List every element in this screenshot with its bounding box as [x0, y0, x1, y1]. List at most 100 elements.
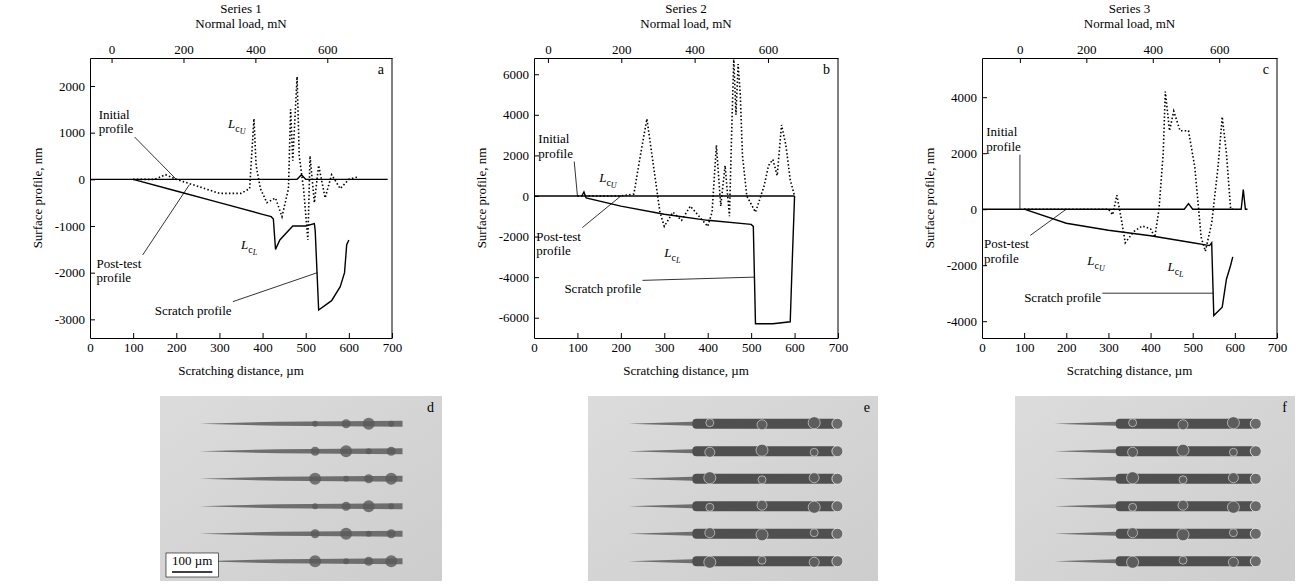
scratch-debris: [756, 444, 768, 456]
profile-line: [133, 77, 357, 240]
tick: 4000: [951, 90, 987, 105]
axis-line: [982, 59, 983, 339]
axis-line: [91, 58, 393, 59]
annotation-line: profile: [536, 243, 571, 258]
scratch-debris: [311, 447, 320, 456]
tick: 0: [545, 42, 552, 63]
scratch-debris: [1178, 500, 1188, 510]
scratch-debris: [1250, 528, 1261, 539]
annotation: LcU: [1086, 253, 1106, 273]
tick-mark: [708, 333, 709, 338]
tick-mark: [1193, 333, 1194, 338]
scale-bar: [172, 571, 212, 573]
scratch-debris: [387, 529, 396, 538]
y-axis-title: Surface profile, nm: [474, 148, 489, 249]
tick: 600: [318, 42, 338, 63]
tick-mark: [219, 333, 220, 338]
scale-bar-box: [166, 553, 218, 577]
panel: 01002003004005006007000200400600-3000-20…: [30, 1, 403, 378]
annotation-line: profile: [99, 121, 134, 136]
scratch-debris: [1129, 503, 1137, 511]
tick-label: 500: [742, 340, 762, 355]
tick-label: 200: [1057, 340, 1077, 355]
scratch-debris: [809, 557, 819, 567]
x2-axis: 0200400600: [535, 42, 839, 63]
profile-line: [1024, 209, 1233, 315]
annotation-sub: U: [611, 181, 618, 190]
scratch-debris: [343, 476, 349, 482]
x2-axis-title: Normal load, mN: [640, 16, 732, 31]
annotation-sub: U: [240, 127, 247, 136]
tick-label: 200: [612, 42, 632, 57]
annotation-line: Scratch profile: [1024, 290, 1101, 305]
tick: 2000: [59, 79, 95, 94]
tick-label: 0: [531, 340, 538, 355]
tick: 300: [1099, 333, 1119, 355]
annotation-main: L: [240, 237, 248, 252]
scratch-debris: [832, 473, 843, 484]
annotation: Post-testprofile: [96, 256, 141, 285]
tick-mark: [695, 58, 696, 63]
tick: 500: [742, 333, 762, 355]
tick-label: -4000: [499, 270, 529, 285]
annotation: Post-testprofile: [984, 236, 1029, 265]
tick: -4000: [947, 314, 987, 329]
scratch-debris: [385, 473, 397, 485]
scratch-debris: [311, 529, 320, 538]
tick-label: -1000: [55, 219, 85, 234]
leader-line: [1030, 209, 1066, 235]
tick-label: 200: [167, 340, 187, 355]
scratch-debris: [1128, 528, 1138, 538]
annotation: Scratch profile: [155, 303, 232, 318]
scratch-debris: [1250, 556, 1261, 567]
y-axis-title: Surface profile, nm: [922, 148, 937, 249]
annotation-main: L: [1086, 253, 1094, 268]
tick-mark: [621, 58, 622, 63]
tick-label: 700: [1268, 340, 1288, 355]
annotation: LcL: [240, 237, 258, 257]
micrograph: e: [588, 396, 878, 581]
tick-label: 0: [971, 202, 978, 217]
tick: 500: [296, 333, 316, 355]
micrograph-ground: [588, 396, 878, 581]
scratch-debris: [1229, 529, 1237, 537]
scratch-debris: [832, 501, 843, 512]
tick-label: 0: [1017, 42, 1024, 57]
tick-label: 100: [124, 340, 144, 355]
tick-mark: [534, 115, 539, 116]
scratch-debris: [1227, 501, 1239, 513]
leader-line: [233, 273, 318, 302]
tick-mark: [1219, 58, 1220, 63]
tick-mark: [183, 58, 184, 63]
y-axis: -4000-2000020004000: [947, 59, 987, 339]
micrograph: d100 µm: [160, 396, 442, 581]
annotation: LcL: [663, 245, 681, 265]
tick: 2000: [951, 146, 987, 161]
tick-label: 0: [545, 42, 552, 57]
panel: 01002003004005006007000200400600-6000-40…: [474, 1, 849, 378]
panel-title: Series 3: [1109, 1, 1151, 16]
tick-label: 400: [698, 340, 718, 355]
tick-mark: [1024, 333, 1025, 338]
scratch-debris: [388, 421, 394, 427]
scratch-debris: [810, 448, 818, 456]
tick: -2000: [55, 265, 95, 280]
tick-label: 200: [174, 42, 194, 57]
axis-line: [983, 338, 1278, 339]
scratch-debris: [385, 555, 397, 567]
tick: 600: [340, 333, 360, 355]
tick: 1000: [59, 125, 95, 140]
tick-label: 2000: [503, 148, 529, 163]
panel-letter: c: [1263, 62, 1269, 77]
profile-line: [577, 58, 794, 226]
tick: 6000: [503, 67, 539, 82]
tick-label: 0: [79, 172, 86, 187]
plot-area: [90, 77, 388, 310]
annotation: LcU: [598, 170, 618, 190]
tick-label: 100: [568, 340, 588, 355]
scratch-debris: [705, 447, 715, 457]
annotation: Initialprofile: [99, 107, 134, 136]
scratch-debris: [757, 500, 767, 510]
annotation: Scratch profile: [1024, 290, 1101, 305]
micrograph-ground: [160, 396, 442, 581]
